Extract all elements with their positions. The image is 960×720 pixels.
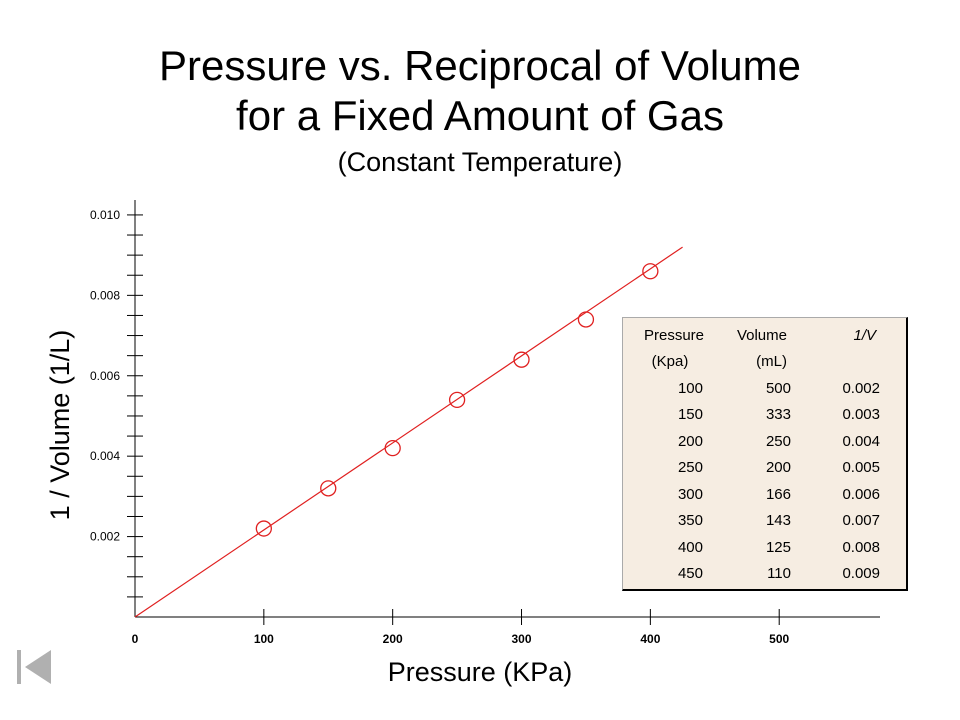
skip-to-start-icon <box>17 650 51 684</box>
data-points-group <box>255 263 659 537</box>
x-tick-label: 200 <box>383 632 403 646</box>
y-tick-label: 0.006 <box>90 369 120 383</box>
table-header-volume: Volume <box>736 326 787 344</box>
table-unit-pressure: (Kpa) <box>651 353 689 371</box>
data-point <box>384 439 401 457</box>
table-header-row: Pressure Volume 1/V <box>623 322 906 349</box>
table-row: 250 200 0.005 <box>623 455 906 482</box>
data-table: Pressure Volume 1/V (Kpa) (mL) 100 500 0.0… <box>622 317 908 591</box>
table-cell: 0.008 <box>842 538 880 556</box>
table-header-pressure: Pressure <box>643 326 705 344</box>
axes-group <box>134 200 880 618</box>
table-cell: 350 <box>677 512 703 530</box>
table-units-row: (Kpa) (mL) <box>623 349 906 376</box>
table-cell: 0.004 <box>842 432 880 450</box>
ticks-group: 0.002 0.004 0.006 0.008 0.010 0 100 200 300 400 50… <box>90 208 790 646</box>
table-row: 300 166 0.006 <box>623 481 906 508</box>
table-unit-volume: (mL) <box>756 353 787 371</box>
table-header-reciprocal: 1/V <box>853 326 876 344</box>
data-point <box>320 480 337 497</box>
data-point <box>577 311 595 328</box>
trendline-group <box>134 246 683 618</box>
x-tick-label: 400 <box>640 632 660 646</box>
table-cell: 150 <box>677 406 703 424</box>
data-point <box>255 520 272 537</box>
table-cell: 0.003 <box>842 406 880 424</box>
data-point <box>448 391 466 409</box>
table-cell: 143 <box>765 512 791 530</box>
y-tick-label: 0.008 <box>90 288 120 302</box>
table-cell: 450 <box>677 565 703 583</box>
chart-subtitle: (Constant Temperature) <box>337 147 623 177</box>
x-axis-label: Pressure (KPa) <box>387 657 573 687</box>
table-row: 150 333 0.003 <box>623 402 906 429</box>
table-cell: 250 <box>765 432 791 450</box>
chart-title-line2: for a Fixed Amount of Gas <box>236 92 724 139</box>
table-row: 100 500 0.002 <box>623 375 906 402</box>
y-tick-label: 0.004 <box>90 449 120 463</box>
trendline <box>134 246 683 618</box>
table-cell: 300 <box>677 485 703 503</box>
data-table-grid: Pressure Volume 1/V (Kpa) (mL) 100 500 0.0… <box>623 322 906 587</box>
x-tick-label: 100 <box>254 632 274 646</box>
table-cell: 125 <box>765 538 791 556</box>
table-cell: 0.009 <box>842 565 880 583</box>
table-cell: 0.005 <box>842 459 880 477</box>
table-cell: 100 <box>677 379 703 397</box>
table-row: 450 110 0.009 <box>623 561 906 588</box>
table-cell: 0.006 <box>842 485 880 503</box>
table-cell: 200 <box>765 459 791 477</box>
table-row: 400 125 0.008 <box>623 534 906 561</box>
chart-title-line1: Pressure vs. Reciprocal of Volume <box>159 42 801 89</box>
table-row: 350 143 0.007 <box>623 508 906 535</box>
y-axis-label: 1 / Volume (1/L) <box>45 329 75 521</box>
data-point <box>642 263 659 280</box>
table-unit-reciprocal <box>791 349 906 376</box>
table-cell: 0.002 <box>842 379 880 397</box>
table-cell: 250 <box>677 459 703 477</box>
table-cell: 333 <box>765 406 791 424</box>
first-slide-button[interactable] <box>14 648 54 686</box>
table-cell: 200 <box>677 432 703 450</box>
table-cell: 400 <box>677 538 703 556</box>
table-cell: 500 <box>765 379 791 397</box>
table-cell: 166 <box>765 485 791 503</box>
table-row: 200 250 0.004 <box>623 428 906 455</box>
y-tick-label: 0.010 <box>90 208 120 222</box>
x-tick-label: 300 <box>512 632 532 646</box>
x-tick-label: 0 <box>132 632 139 646</box>
table-cell: 0.007 <box>842 512 880 530</box>
table-cell: 110 <box>767 565 791 583</box>
y-tick-label: 0.002 <box>90 530 120 544</box>
data-point <box>513 351 530 368</box>
x-tick-label: 500 <box>769 632 789 646</box>
